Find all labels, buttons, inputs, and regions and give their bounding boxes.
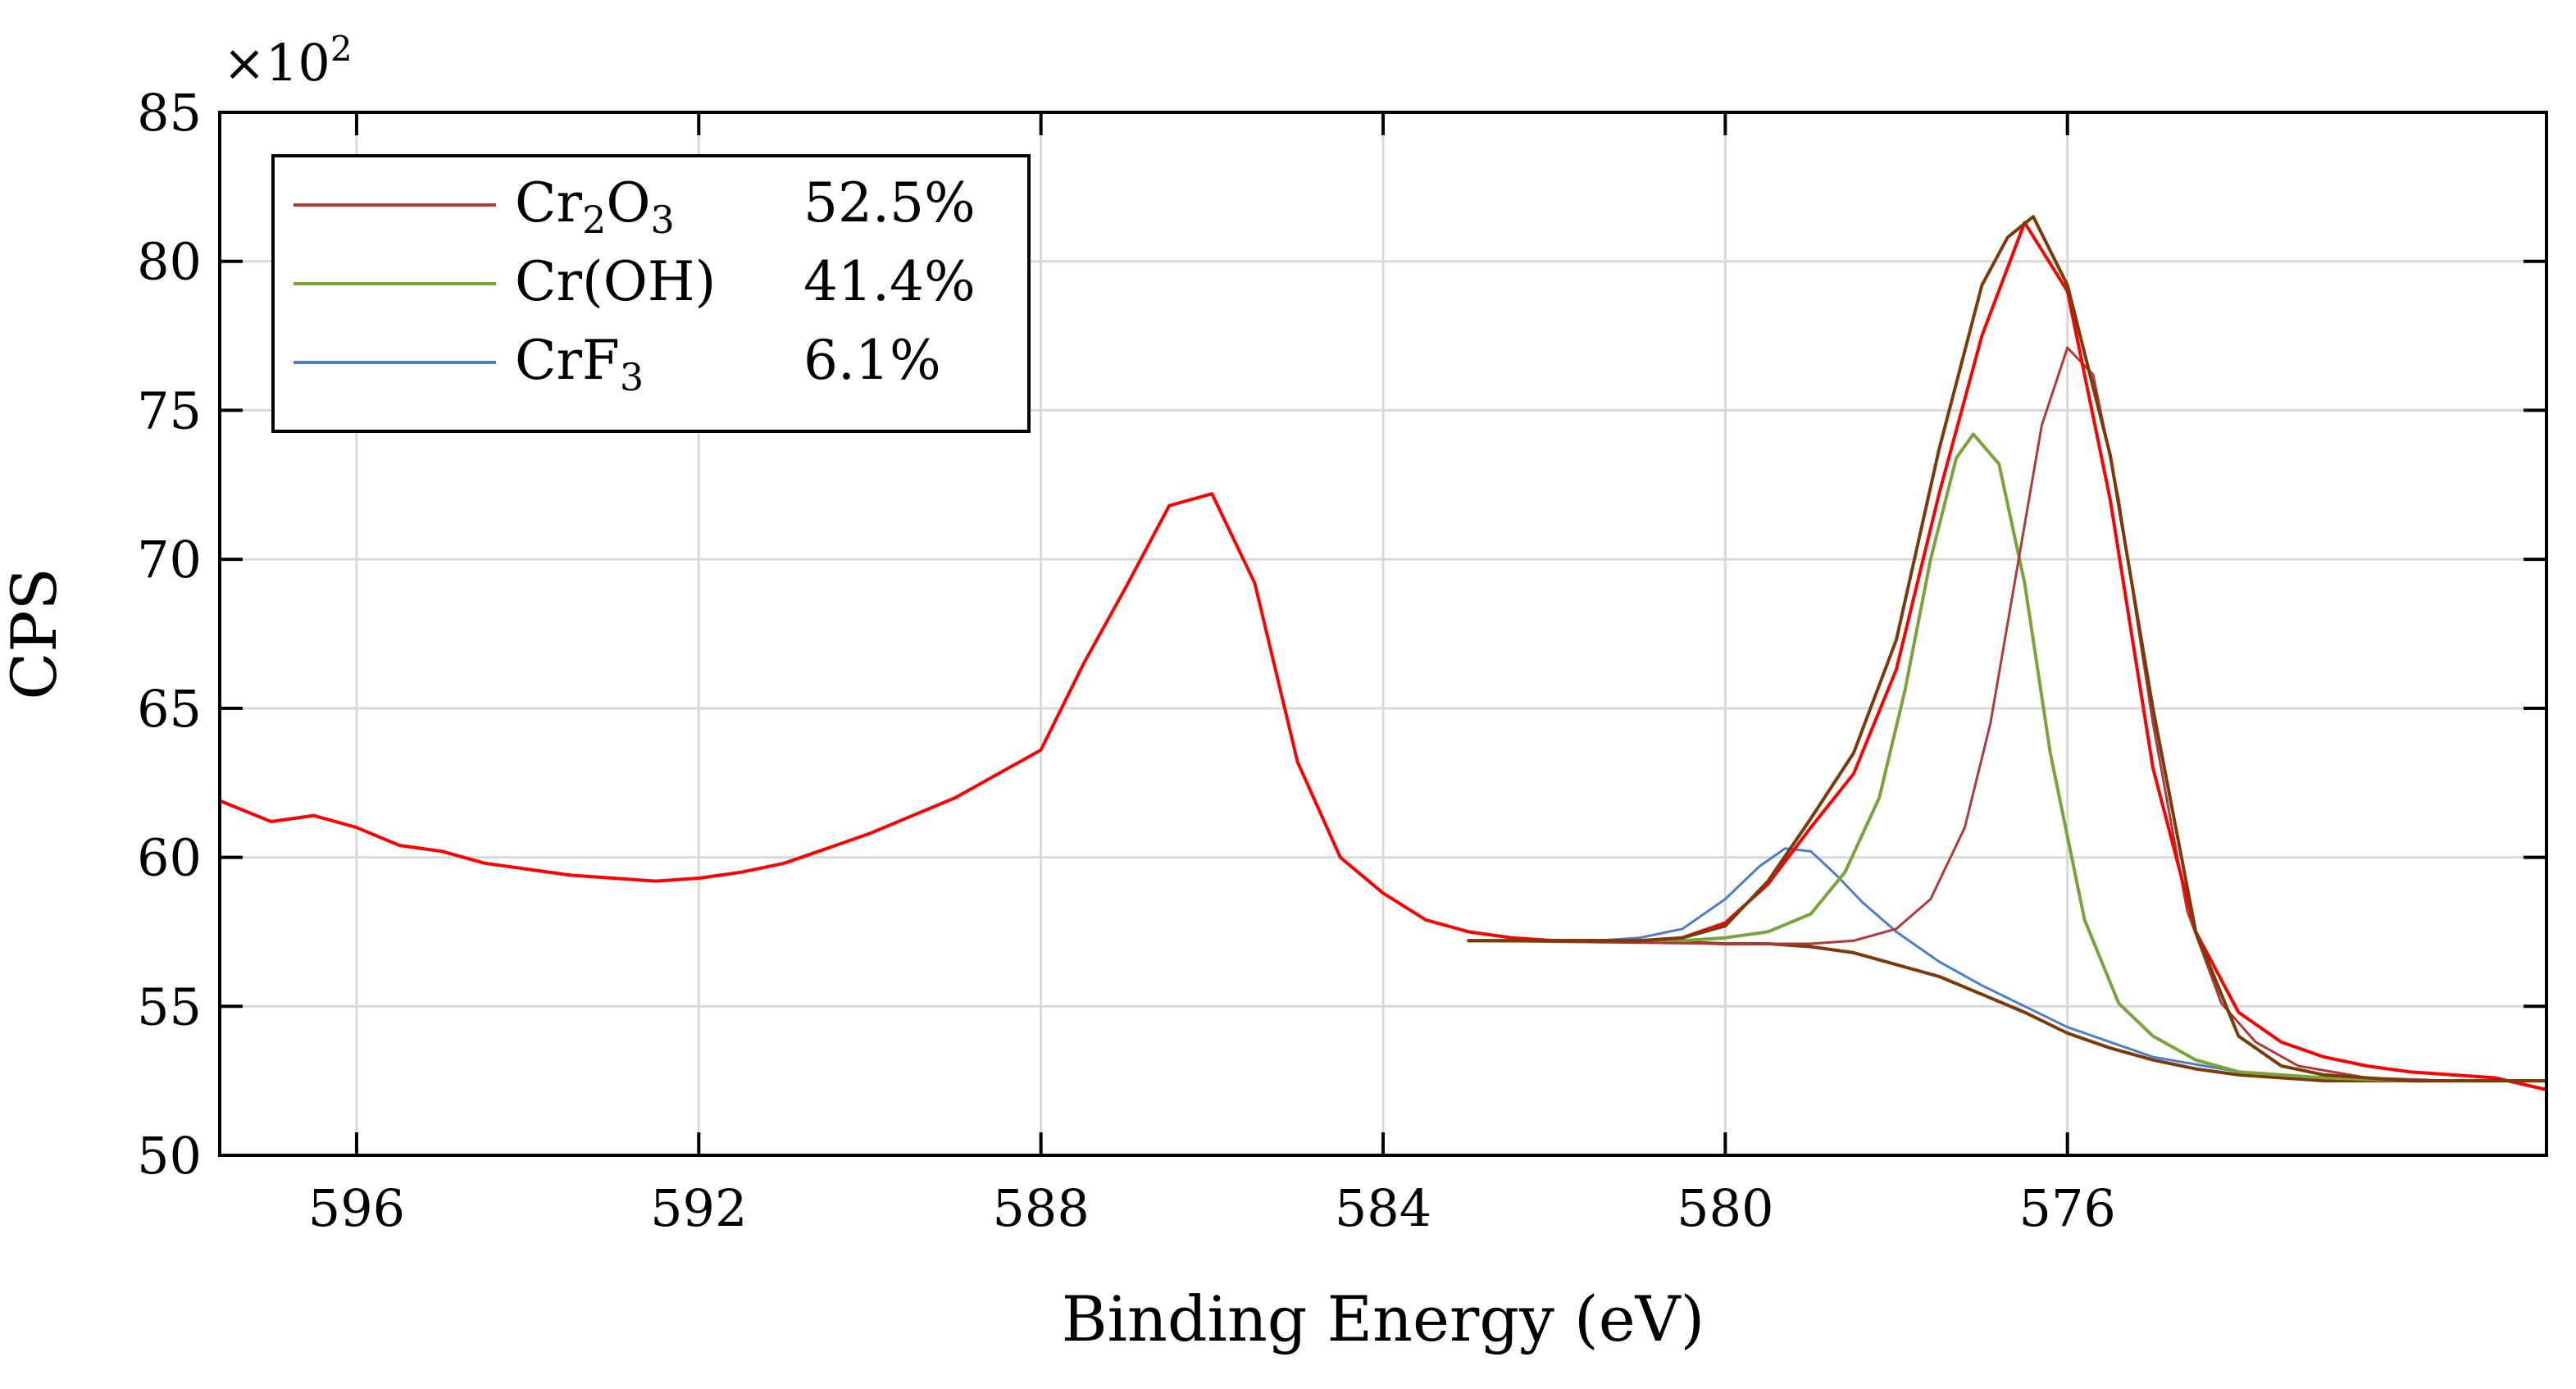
legend-items: Cr2O3 52.5% Cr(OH) 41.4% CrF3 6.1% xyxy=(294,171,976,399)
x-axis-label: Binding Energy (eV) xyxy=(1062,1282,1704,1355)
legend-item: Cr2O3 52.5% xyxy=(294,171,976,242)
series-line-cr2o3 xyxy=(1467,346,2548,1082)
y-tick-label: 60 xyxy=(137,828,202,888)
y-tick-label: 65 xyxy=(137,679,202,739)
y-tick-label: 50 xyxy=(137,1126,202,1186)
y-tick-label: 85 xyxy=(137,83,202,143)
series-line-croh xyxy=(1467,432,2548,1083)
legend: Cr2O3 52.5% Cr(OH) 41.4% CrF3 6.1% xyxy=(271,154,1031,433)
y-multiplier-exponent: 2 xyxy=(330,29,353,69)
legend-item: Cr(OH) 41.4% xyxy=(294,250,976,313)
x-tick-label: 584 xyxy=(1335,1178,1431,1238)
y-tick-label: 55 xyxy=(137,977,202,1036)
legend-label: Cr2O3 xyxy=(515,171,675,242)
x-tick-label: 592 xyxy=(650,1178,747,1238)
series-line-raw xyxy=(218,221,2548,1091)
y-multiplier-base: ×10 xyxy=(223,33,330,93)
legend-label: CrF3 xyxy=(515,329,644,399)
series-layer xyxy=(218,215,2548,1091)
y-multiplier: ×102 xyxy=(223,29,353,93)
legend-percent: 6.1% xyxy=(803,329,941,392)
x-tick-labels: 596 592 588 584 580 576 xyxy=(308,1178,2116,1238)
legend-box xyxy=(271,154,1031,433)
series-line-envelope xyxy=(1467,215,2548,1083)
x-tick-label: 596 xyxy=(308,1178,405,1238)
y-tick-label: 70 xyxy=(137,530,202,590)
legend-percent: 52.5% xyxy=(803,171,976,235)
x-tick-label: 588 xyxy=(992,1178,1089,1238)
legend-label: Cr(OH) xyxy=(515,250,716,313)
x-tick-label: 580 xyxy=(1677,1178,1773,1238)
y-tick-labels: 50 55 60 65 70 75 80 85 xyxy=(137,83,202,1186)
x-tick-label: 576 xyxy=(2019,1178,2116,1238)
legend-item: CrF3 6.1% xyxy=(294,329,941,399)
legend-percent: 41.4% xyxy=(803,250,976,313)
axis-ticks xyxy=(220,111,2546,1157)
y-tick-label: 75 xyxy=(137,380,202,440)
y-tick-label: 80 xyxy=(137,232,202,292)
y-axis-label: CPS xyxy=(0,567,71,699)
